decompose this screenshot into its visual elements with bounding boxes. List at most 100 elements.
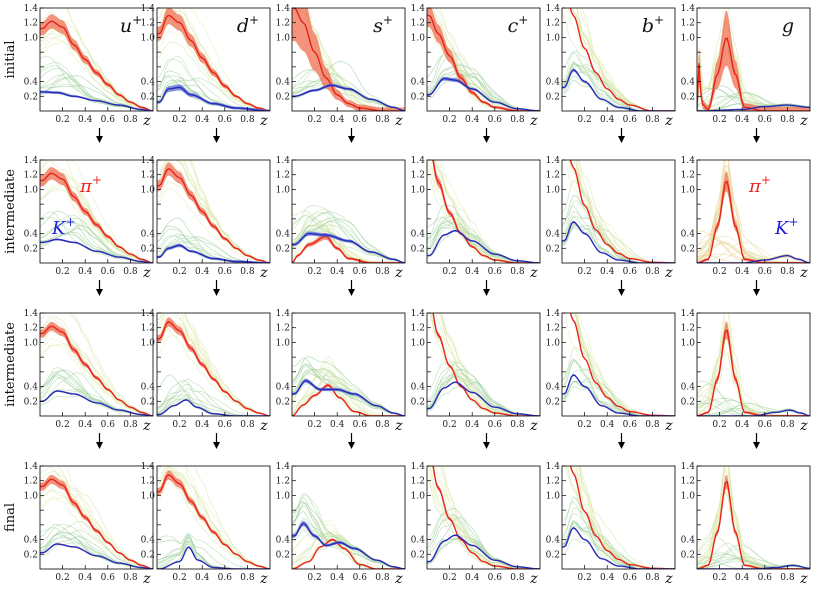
replica-curve (697, 466, 810, 569)
pion-central-curve (40, 172, 153, 263)
y-tick-label: 1.2 (141, 477, 155, 487)
kaon-central-curve (292, 379, 405, 416)
x-axis-label: z (142, 418, 151, 434)
replica-curve (440, 313, 540, 416)
x-axis-label: z (529, 113, 538, 129)
x-tick-label: 0.2 (55, 573, 69, 583)
x-tick-label: 0.2 (442, 115, 456, 125)
y-tick-label: 0.2 (141, 92, 155, 102)
y-tick-label: 0.2 (24, 550, 38, 560)
pion-central-curve (697, 480, 810, 569)
flow-arrow-head (618, 136, 625, 143)
replica-curve (577, 466, 675, 569)
x-tick-label: 0.4 (735, 115, 750, 125)
panel-frame (426, 312, 541, 417)
kaon-central-curve (157, 546, 270, 569)
kaon-central-curve (40, 390, 153, 416)
y-tick-label: 0.2 (141, 550, 155, 560)
x-tick-label: 0.2 (442, 267, 456, 277)
x-axis-label: z (142, 113, 151, 129)
kaon-label-gluon: K+ (774, 215, 799, 239)
replica-curve (697, 560, 810, 569)
panel-frame (561, 465, 676, 570)
x-tick-label: 0.8 (375, 115, 390, 125)
x-tick-label: 0.4 (465, 115, 480, 125)
flow-arrows (96, 128, 760, 449)
y-tick-label: 0.4 (681, 536, 696, 546)
replica-curve (427, 471, 540, 569)
x-axis-label: z (664, 265, 673, 281)
y-tick-label: 1.0 (681, 185, 696, 195)
panel-r0-c0: 0.2 0.4 0.6 0.8 z0.20.41.01.21.4u+ (24, 4, 154, 129)
x-tick-label: 0.4 (465, 573, 480, 583)
x-axis-label: z (529, 265, 538, 281)
y-tick-label: 0.4 (24, 536, 39, 546)
pion-central-curve (569, 466, 675, 569)
x-tick-label: 0.8 (375, 267, 390, 277)
kaon-central-curve (40, 543, 153, 569)
panel-frame (696, 465, 811, 570)
panel-frame (39, 312, 154, 417)
replica-curve (189, 160, 270, 263)
row-label-1: intermediate (3, 169, 18, 254)
x-tick-label: 0.2 (577, 420, 591, 430)
replica-curve (697, 402, 810, 416)
replica-curve (292, 356, 405, 416)
y-tick-label: 1.0 (141, 33, 156, 43)
kaon-central-curve (697, 564, 810, 569)
x-tick-label: 0.4 (600, 267, 615, 277)
y-tick-label: 0.2 (24, 92, 38, 102)
y-tick-label: 1.4 (546, 4, 561, 14)
pion-central-curve (157, 14, 270, 111)
x-tick-label: 0.8 (510, 267, 525, 277)
x-tick-label: 0.4 (195, 115, 210, 125)
x-axis-label: z (529, 571, 538, 587)
pion-central-curve (40, 325, 153, 416)
y-tick-label: 1.2 (411, 171, 425, 181)
pion-uncertainty-band (157, 162, 270, 263)
x-tick-label: 0.6 (218, 115, 233, 125)
x-axis-label: z (394, 571, 403, 587)
y-tick-label: 0.4 (546, 78, 561, 88)
panel-frame (39, 7, 154, 112)
x-tick-label: 0.4 (735, 573, 750, 583)
y-tick-label: 1.0 (411, 33, 426, 43)
pion-central-curve (40, 478, 153, 569)
x-axis-label: z (259, 265, 268, 281)
x-tick-label: 0.2 (172, 573, 186, 583)
pion-label-gluon: π+ (748, 173, 771, 197)
x-tick-label: 0.4 (195, 267, 210, 277)
replica-curve (570, 466, 675, 569)
kaon-central-curve (697, 254, 810, 263)
replica-curve (562, 79, 675, 111)
y-tick-label: 0.2 (411, 92, 425, 102)
y-tick-label: 0.4 (411, 383, 426, 393)
x-tick-label: 0.4 (330, 115, 345, 125)
replica-curve (292, 503, 405, 569)
flow-arrow-head (213, 136, 220, 143)
x-tick-label: 0.4 (600, 573, 615, 583)
y-tick-label: 1.4 (24, 309, 39, 319)
x-axis-label: z (529, 418, 538, 434)
y-tick-label: 1.2 (276, 324, 290, 334)
x-tick-label: 0.6 (758, 267, 773, 277)
y-tick-label: 0.4 (411, 78, 426, 88)
replica-curve (157, 388, 270, 416)
y-tick-label: 0.2 (681, 92, 695, 102)
flow-arrow-head (753, 442, 760, 449)
x-tick-label: 0.4 (78, 573, 93, 583)
kaon-central-curve (562, 220, 675, 263)
panel-r3-c0: 0.2 0.4 0.6 0.8 z 0.2 0.4 1.0 1.2 1.4 (24, 462, 154, 587)
replica-curve (40, 376, 153, 416)
replica-curve (562, 51, 675, 111)
y-tick-label: 1.0 (141, 491, 156, 501)
x-tick-label: 0.6 (488, 267, 503, 277)
replica-curve (40, 36, 153, 111)
replica-curve (562, 215, 675, 263)
y-tick-label: 0.2 (546, 244, 560, 254)
x-axis-label: z (799, 418, 808, 434)
panel-r3-c5: 0.2 0.4 0.6 0.8 z 0.2 0.4 1.0 1.2 1.4 (681, 462, 811, 587)
y-tick-label: 1.2 (681, 19, 695, 29)
panel-frame (696, 159, 811, 264)
